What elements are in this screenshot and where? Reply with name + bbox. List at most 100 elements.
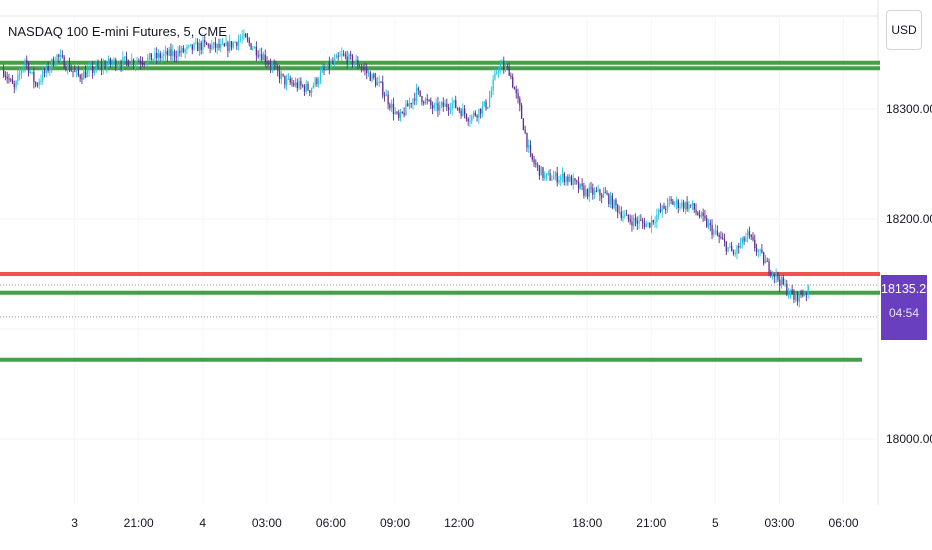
- candle-body: [490, 90, 493, 97]
- candle-body: [198, 42, 201, 52]
- candle-body: [389, 104, 391, 109]
- candle-body: [40, 80, 42, 82]
- candle-body: [278, 70, 281, 79]
- candle-body: [220, 43, 222, 48]
- candle-body: [545, 173, 548, 176]
- candle-body: [385, 94, 387, 97]
- price-axis[interactable]: 18300.00 18200.00 18000.00: [886, 102, 932, 446]
- candle-body: [741, 237, 743, 244]
- candle-body: [33, 71, 35, 83]
- candle-body: [633, 217, 635, 226]
- candle-body: [752, 236, 754, 240]
- candle-body: [711, 224, 713, 235]
- candle-body: [779, 279, 781, 286]
- candle-body: [202, 40, 204, 50]
- candle-body: [435, 103, 437, 106]
- candle-body: [366, 69, 368, 73]
- currency-button[interactable]: USD: [886, 10, 922, 50]
- candle-body: [444, 103, 446, 107]
- candle-body: [271, 64, 274, 68]
- candle-body: [504, 66, 507, 70]
- candle-body: [31, 71, 33, 73]
- candle-body: [611, 195, 614, 208]
- candle-body: [74, 71, 76, 73]
- candle-body: [768, 261, 770, 273]
- candle-body: [27, 63, 30, 73]
- candle-body: [161, 56, 163, 59]
- candle-body: [654, 221, 656, 223]
- candle-body: [522, 118, 525, 131]
- candle-body: [136, 61, 138, 64]
- candle-body: [396, 112, 398, 114]
- candle-body: [535, 163, 537, 165]
- candle-body: [54, 63, 56, 66]
- candle-body: [280, 73, 282, 79]
- candle-body: [439, 105, 441, 111]
- time-axis[interactable]: 3 21:00 4 03:00 06:00 09:00 12:00 18:00 21:00 5 03…: [71, 516, 859, 530]
- candle-body: [403, 112, 405, 116]
- candle-body: [430, 100, 432, 106]
- candle-body: [652, 220, 654, 223]
- candle-body: [330, 62, 332, 69]
- candle-body: [465, 114, 468, 119]
- candle-body: [86, 70, 88, 78]
- candle-body: [508, 66, 510, 76]
- candle-body: [99, 64, 101, 67]
- candle-body: [170, 49, 172, 56]
- candle-body: [488, 96, 491, 107]
- candle-body: [362, 68, 364, 70]
- candle-body: [239, 38, 242, 41]
- candle-body: [544, 175, 546, 178]
- candle-body: [460, 110, 462, 117]
- candle-body: [90, 65, 92, 68]
- candle-body: [440, 102, 443, 106]
- candle-body: [195, 42, 197, 44]
- candle-body: [214, 42, 217, 49]
- candle-body: [565, 176, 567, 183]
- candle-body: [560, 177, 562, 180]
- candle-body: [221, 43, 224, 45]
- candle-body: [747, 231, 749, 238]
- candle-body: [410, 103, 412, 105]
- candle-body: [503, 62, 505, 70]
- candle-body: [764, 260, 767, 264]
- candle-body: [690, 204, 692, 206]
- candle-body: [542, 167, 544, 178]
- candle-body: [58, 54, 60, 57]
- candle-body: [743, 237, 745, 242]
- candle-body: [697, 212, 699, 216]
- candle-body: [626, 214, 628, 216]
- candle-body: [640, 219, 642, 221]
- candle-body: [310, 88, 313, 93]
- candle-body: [759, 249, 761, 251]
- candle-body: [188, 45, 190, 47]
- candle-body: [337, 55, 339, 57]
- candle-body: [453, 100, 455, 103]
- candle-body: [399, 111, 402, 118]
- candle-body: [323, 68, 325, 70]
- candle-body: [570, 176, 573, 186]
- candle-body: [326, 62, 329, 69]
- candle-body: [193, 43, 195, 50]
- candle-body: [204, 40, 206, 43]
- candle-body: [225, 42, 227, 47]
- candle-body: [291, 82, 293, 84]
- candle-body: [380, 81, 382, 83]
- candle-body: [755, 248, 758, 252]
- candle-body: [515, 89, 517, 94]
- candle-body: [378, 81, 380, 83]
- candle-body: [451, 102, 453, 110]
- candle-body: [796, 292, 799, 302]
- candle-body: [665, 208, 667, 210]
- candle-body: [647, 222, 649, 224]
- candle-body: [577, 181, 580, 189]
- candle-body: [720, 237, 722, 239]
- candle-body: [241, 36, 243, 39]
- candle-body: [273, 64, 275, 66]
- candle-body: [275, 65, 277, 67]
- candle-body: [807, 285, 809, 295]
- candle-body: [481, 105, 484, 114]
- candle-body: [92, 65, 94, 73]
- candle-body: [182, 47, 185, 52]
